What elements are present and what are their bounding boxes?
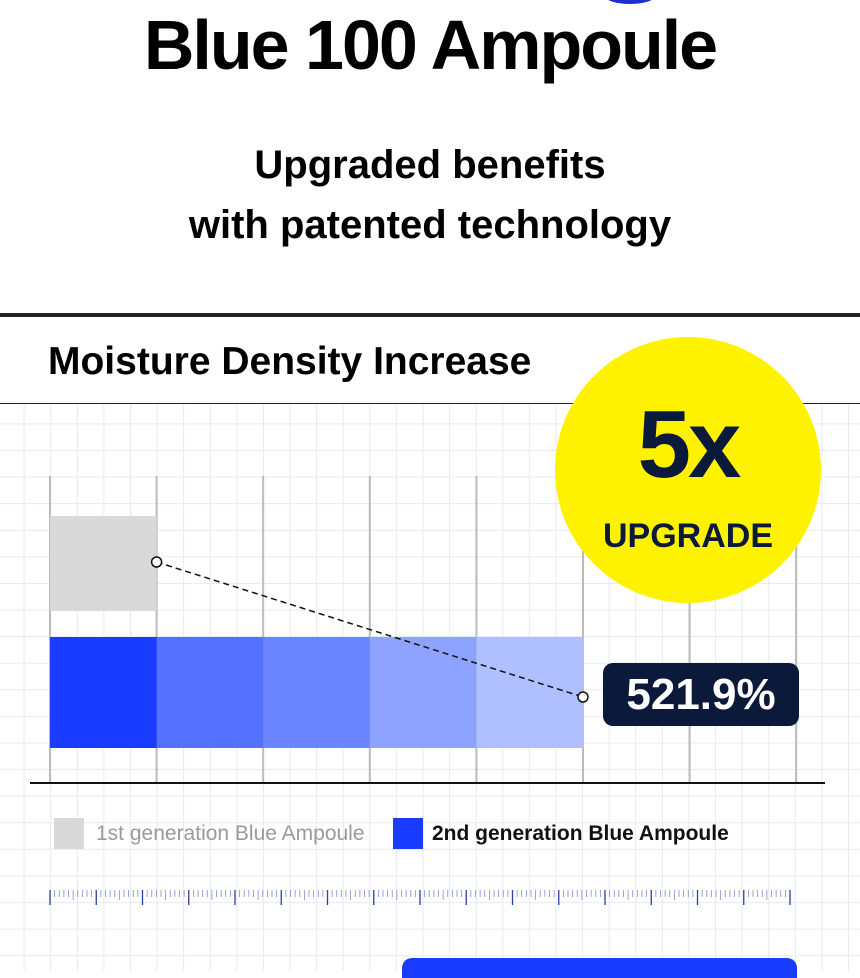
section-title: Moisture Density Increase (48, 340, 532, 383)
bar-2nd-gen-segment (50, 637, 158, 748)
multiplier-text: 5x (637, 391, 742, 498)
logo-dot (605, 0, 655, 4)
image-preview (402, 958, 797, 978)
upgrade-circle (555, 337, 821, 603)
bar-2nd-gen-segment (476, 637, 584, 748)
bar-2nd-gen-segment (263, 637, 371, 748)
upgrade-text: UPGRADE (602, 517, 774, 555)
data-label-2nd-gen: 521.9% (603, 663, 799, 726)
legend-label-2nd: 2nd generation Blue Ampoule (432, 822, 729, 845)
subtitle-line-1: Upgraded benefits (254, 143, 606, 187)
bar-2nd-gen-segment (156, 637, 264, 748)
bar-1st-gen (50, 516, 157, 611)
divider (0, 313, 860, 317)
bar-2nd-gen-segment (369, 637, 477, 748)
legend-label-1st: 1st generation Blue Ampoule (96, 822, 365, 845)
subtitle-line-2: with patented technology (188, 203, 672, 247)
legend-swatch-1st (54, 818, 84, 849)
page-title: Blue 100 Ampoule (143, 6, 718, 84)
legend-swatch-2nd (393, 818, 423, 849)
